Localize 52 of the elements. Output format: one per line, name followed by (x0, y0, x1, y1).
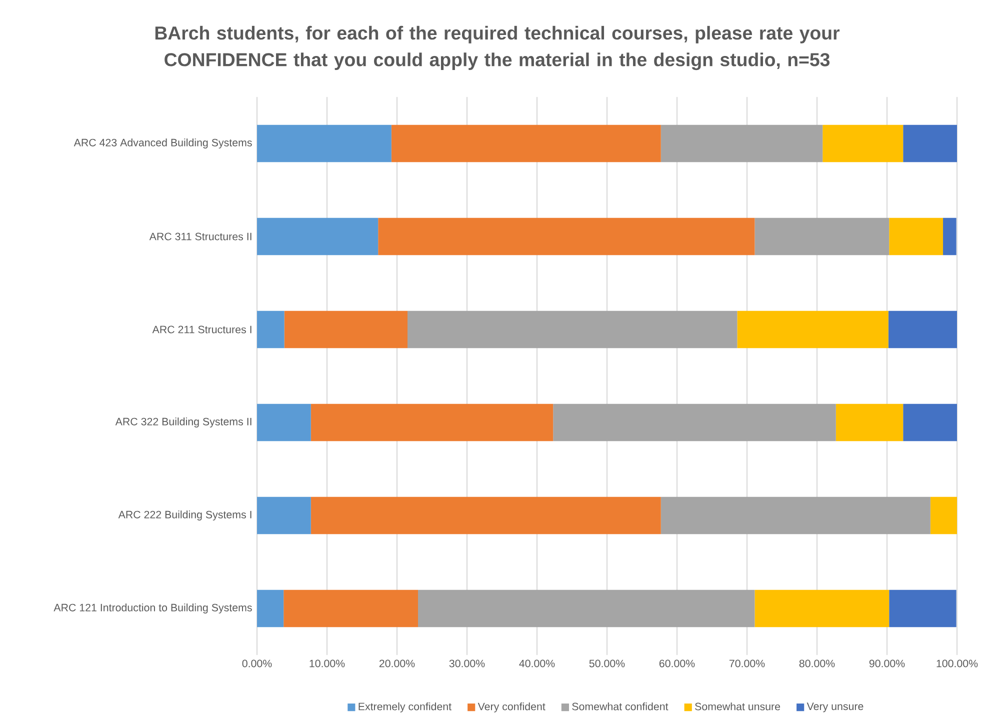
x-tick-label: 30.00% (449, 660, 485, 668)
x-tick-label: 90.00% (869, 660, 905, 668)
y-tick-label: ARC 211 Structures I (152, 326, 252, 334)
bar (257, 404, 311, 442)
x-tick-label: 0.00% (242, 660, 272, 668)
x-tick-label: 40.00% (519, 660, 555, 668)
bar (257, 590, 284, 628)
bar (660, 124, 823, 162)
bar (822, 124, 904, 162)
bar (943, 218, 956, 256)
legend-label: Somewhat unsure (695, 702, 780, 710)
bar (257, 310, 284, 348)
bar (903, 124, 958, 162)
bar (754, 590, 890, 628)
y-tick-label: ARC 322 Building Systems II (115, 418, 252, 428)
chart-title: BArch students, for each of the required technical courses, please rate your CONFIDENCE that you could apply the material in the design studio, n=53 (155, 26, 840, 70)
bar (889, 590, 956, 628)
bar (284, 590, 418, 628)
legend-label: Somewhat confident (572, 702, 668, 710)
bar (888, 310, 958, 348)
bar (257, 218, 378, 256)
y-tick-label: ARC 222 Building Systems I (118, 510, 252, 520)
bar (408, 310, 738, 348)
legend-label: Very unsure (806, 702, 864, 712)
bar (391, 124, 661, 162)
x-tick-label: 20.00% (379, 660, 415, 668)
bar (903, 404, 958, 442)
y-tick-label: ARC 311 Structures II (149, 232, 252, 240)
bar (889, 218, 944, 256)
bar (836, 404, 904, 442)
y-tick-label: ARC 423 Advanced Building Systems (74, 138, 252, 148)
bar (754, 218, 890, 256)
x-tick-label: 80.00% (799, 660, 835, 668)
bar (310, 404, 554, 442)
x-tick-label: 60.00% (659, 660, 695, 668)
bar (284, 310, 408, 348)
bar (930, 496, 958, 534)
legend-label: Extremely confident (358, 702, 452, 712)
bar (418, 590, 755, 628)
bar (257, 124, 392, 162)
x-tick-label: 70.00% (729, 660, 765, 668)
bar (660, 496, 930, 534)
x-tick-label: 50.00% (589, 660, 625, 668)
bar (257, 496, 311, 534)
x-tick-label: 100.00% (936, 660, 978, 668)
y-tick-label: ARC 121 Introduction to Building Systems (54, 604, 252, 614)
bar (553, 404, 836, 442)
bar (310, 496, 661, 534)
bar (737, 310, 888, 348)
legend-label: Very confident (478, 702, 546, 712)
bar (378, 218, 755, 256)
x-tick-label: 10.00% (310, 660, 345, 668)
